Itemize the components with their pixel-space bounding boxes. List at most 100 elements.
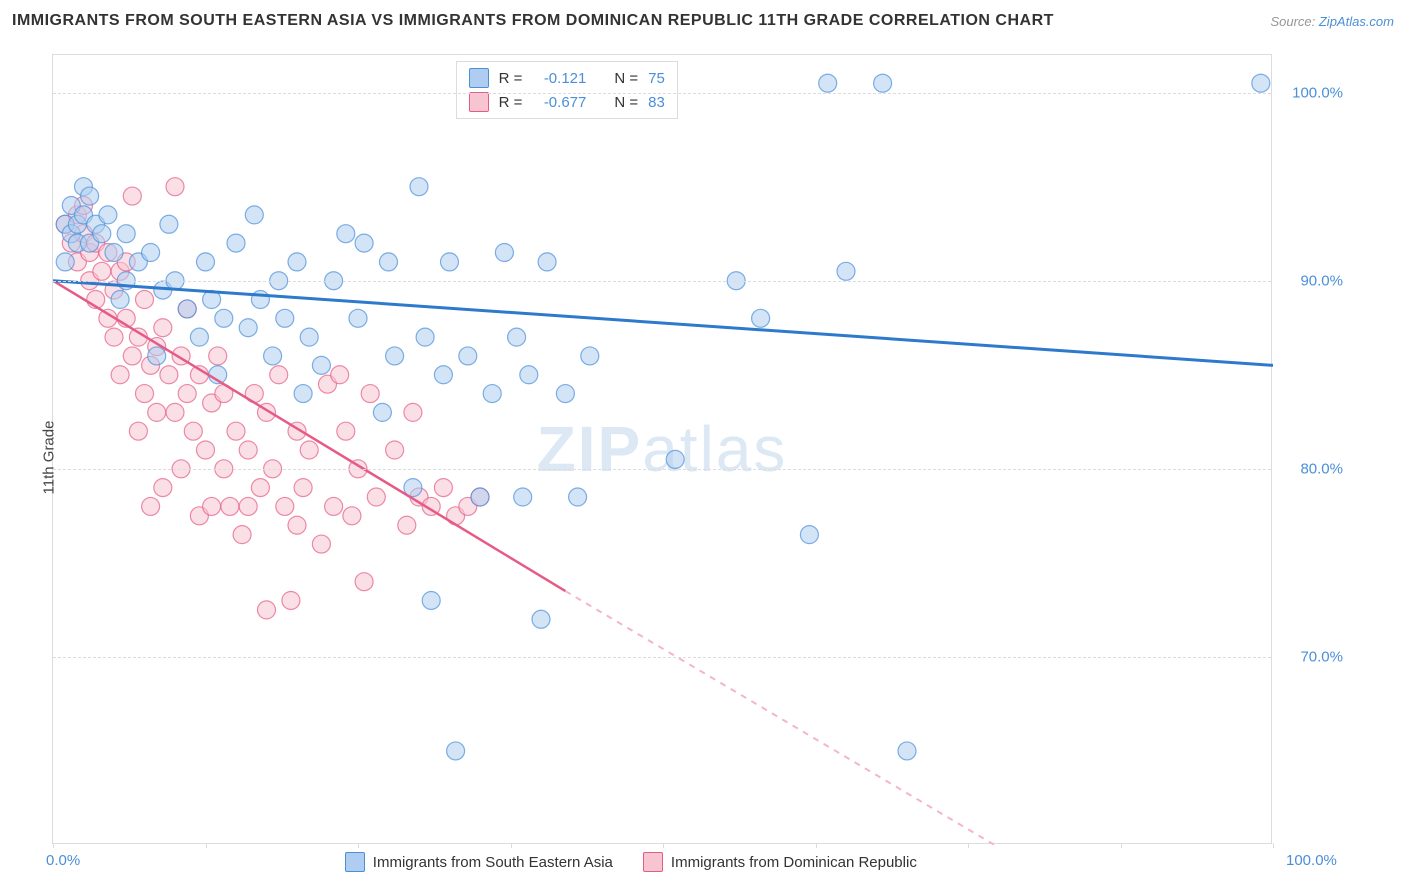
legend-label: Immigrants from Dominican Republic bbox=[671, 854, 917, 871]
scatter-point-blue bbox=[111, 291, 129, 309]
n-label: N = bbox=[614, 70, 638, 87]
scatter-point-pink bbox=[166, 403, 184, 421]
scatter-point-pink bbox=[288, 422, 306, 440]
scatter-point-blue bbox=[410, 178, 428, 196]
scatter-point-blue bbox=[386, 347, 404, 365]
scatter-point-blue bbox=[160, 215, 178, 233]
scatter-point-pink bbox=[459, 497, 477, 515]
scatter-point-blue bbox=[190, 328, 208, 346]
scatter-point-blue bbox=[1252, 74, 1270, 92]
scatter-point-blue bbox=[142, 244, 160, 262]
scatter-point-blue bbox=[62, 225, 80, 243]
scatter-plot-area: ZIPatlas R =-0.121N =75R =-0.677N =83 70… bbox=[52, 54, 1272, 844]
gridline bbox=[53, 281, 1271, 282]
legend-swatch bbox=[469, 68, 489, 88]
x-tick bbox=[816, 843, 817, 848]
scatter-point-pink bbox=[111, 366, 129, 384]
scatter-point-pink bbox=[203, 497, 221, 515]
x-tick bbox=[663, 843, 664, 848]
gridline bbox=[53, 657, 1271, 658]
scatter-point-blue bbox=[312, 356, 330, 374]
scatter-point-blue bbox=[300, 328, 318, 346]
y-tick-label: 80.0% bbox=[1283, 460, 1343, 477]
n-label: N = bbox=[614, 94, 638, 111]
trend-line-blue bbox=[53, 281, 1273, 366]
scatter-point-pink bbox=[142, 497, 160, 515]
scatter-point-blue bbox=[666, 450, 684, 468]
r-value: -0.677 bbox=[532, 94, 586, 111]
scatter-point-pink bbox=[239, 497, 257, 515]
scatter-point-blue bbox=[556, 385, 574, 403]
scatter-point-blue bbox=[105, 244, 123, 262]
correlation-legend-row: R =-0.121N =75 bbox=[469, 68, 665, 88]
x-tick bbox=[511, 843, 512, 848]
scatter-point-pink bbox=[123, 187, 141, 205]
scatter-point-blue bbox=[373, 403, 391, 421]
scatter-point-blue bbox=[288, 253, 306, 271]
scatter-point-pink bbox=[276, 497, 294, 515]
scatter-point-pink bbox=[367, 488, 385, 506]
y-tick-label: 90.0% bbox=[1283, 272, 1343, 289]
scatter-point-blue bbox=[264, 347, 282, 365]
scatter-point-pink bbox=[148, 338, 166, 356]
scatter-point-pink bbox=[300, 441, 318, 459]
watermark-atlas: atlas bbox=[642, 413, 787, 485]
scatter-point-pink bbox=[398, 516, 416, 534]
correlation-legend-row: R =-0.677N =83 bbox=[469, 92, 665, 112]
n-value: 83 bbox=[648, 94, 665, 111]
scatter-point-blue bbox=[203, 291, 221, 309]
scatter-point-pink bbox=[245, 385, 263, 403]
scatter-point-blue bbox=[569, 488, 587, 506]
scatter-point-pink bbox=[99, 309, 117, 327]
scatter-point-pink bbox=[68, 206, 86, 224]
scatter-point-pink bbox=[93, 262, 111, 280]
scatter-point-pink bbox=[233, 526, 251, 544]
series-legend-item: Immigrants from Dominican Republic bbox=[643, 852, 917, 872]
scatter-point-blue bbox=[154, 281, 172, 299]
scatter-point-blue bbox=[117, 225, 135, 243]
n-value: 75 bbox=[648, 70, 665, 87]
scatter-point-pink bbox=[87, 291, 105, 309]
scatter-point-blue bbox=[380, 253, 398, 271]
scatter-point-blue bbox=[239, 319, 257, 337]
scatter-point-pink bbox=[209, 347, 227, 365]
scatter-point-pink bbox=[239, 441, 257, 459]
gridline bbox=[53, 93, 1271, 94]
scatter-point-pink bbox=[190, 366, 208, 384]
legend-swatch bbox=[345, 852, 365, 872]
r-label: R = bbox=[499, 70, 523, 87]
scatter-point-blue bbox=[752, 309, 770, 327]
scatter-point-pink bbox=[178, 300, 196, 318]
scatter-point-pink bbox=[343, 507, 361, 525]
scatter-point-blue bbox=[56, 253, 74, 271]
scatter-point-pink bbox=[203, 394, 221, 412]
scatter-point-pink bbox=[422, 497, 440, 515]
watermark-zip: ZIP bbox=[537, 413, 643, 485]
scatter-point-blue bbox=[355, 234, 373, 252]
scatter-point-pink bbox=[447, 507, 465, 525]
scatter-point-pink bbox=[190, 507, 208, 525]
scatter-point-pink bbox=[331, 366, 349, 384]
x-tick bbox=[53, 843, 54, 848]
scatter-point-pink bbox=[160, 366, 178, 384]
scatter-point-pink bbox=[105, 281, 123, 299]
source-link[interactable]: ZipAtlas.com bbox=[1319, 14, 1394, 29]
x-tick bbox=[1273, 843, 1274, 848]
x-tick bbox=[1121, 843, 1122, 848]
scatter-point-pink bbox=[62, 234, 80, 252]
scatter-point-blue bbox=[874, 74, 892, 92]
scatter-point-blue bbox=[294, 385, 312, 403]
scatter-point-pink bbox=[270, 366, 288, 384]
scatter-point-pink bbox=[282, 591, 300, 609]
scatter-point-blue bbox=[514, 488, 532, 506]
correlation-legend: R =-0.121N =75R =-0.677N =83 bbox=[456, 61, 678, 119]
scatter-point-pink bbox=[434, 479, 452, 497]
scatter-point-blue bbox=[459, 347, 477, 365]
scatter-point-pink bbox=[99, 244, 117, 262]
watermark: ZIPatlas bbox=[537, 412, 788, 486]
scatter-point-pink bbox=[404, 403, 422, 421]
scatter-point-pink bbox=[68, 253, 86, 271]
scatter-point-pink bbox=[111, 262, 129, 280]
scatter-point-pink bbox=[355, 573, 373, 591]
scatter-point-pink bbox=[81, 244, 99, 262]
